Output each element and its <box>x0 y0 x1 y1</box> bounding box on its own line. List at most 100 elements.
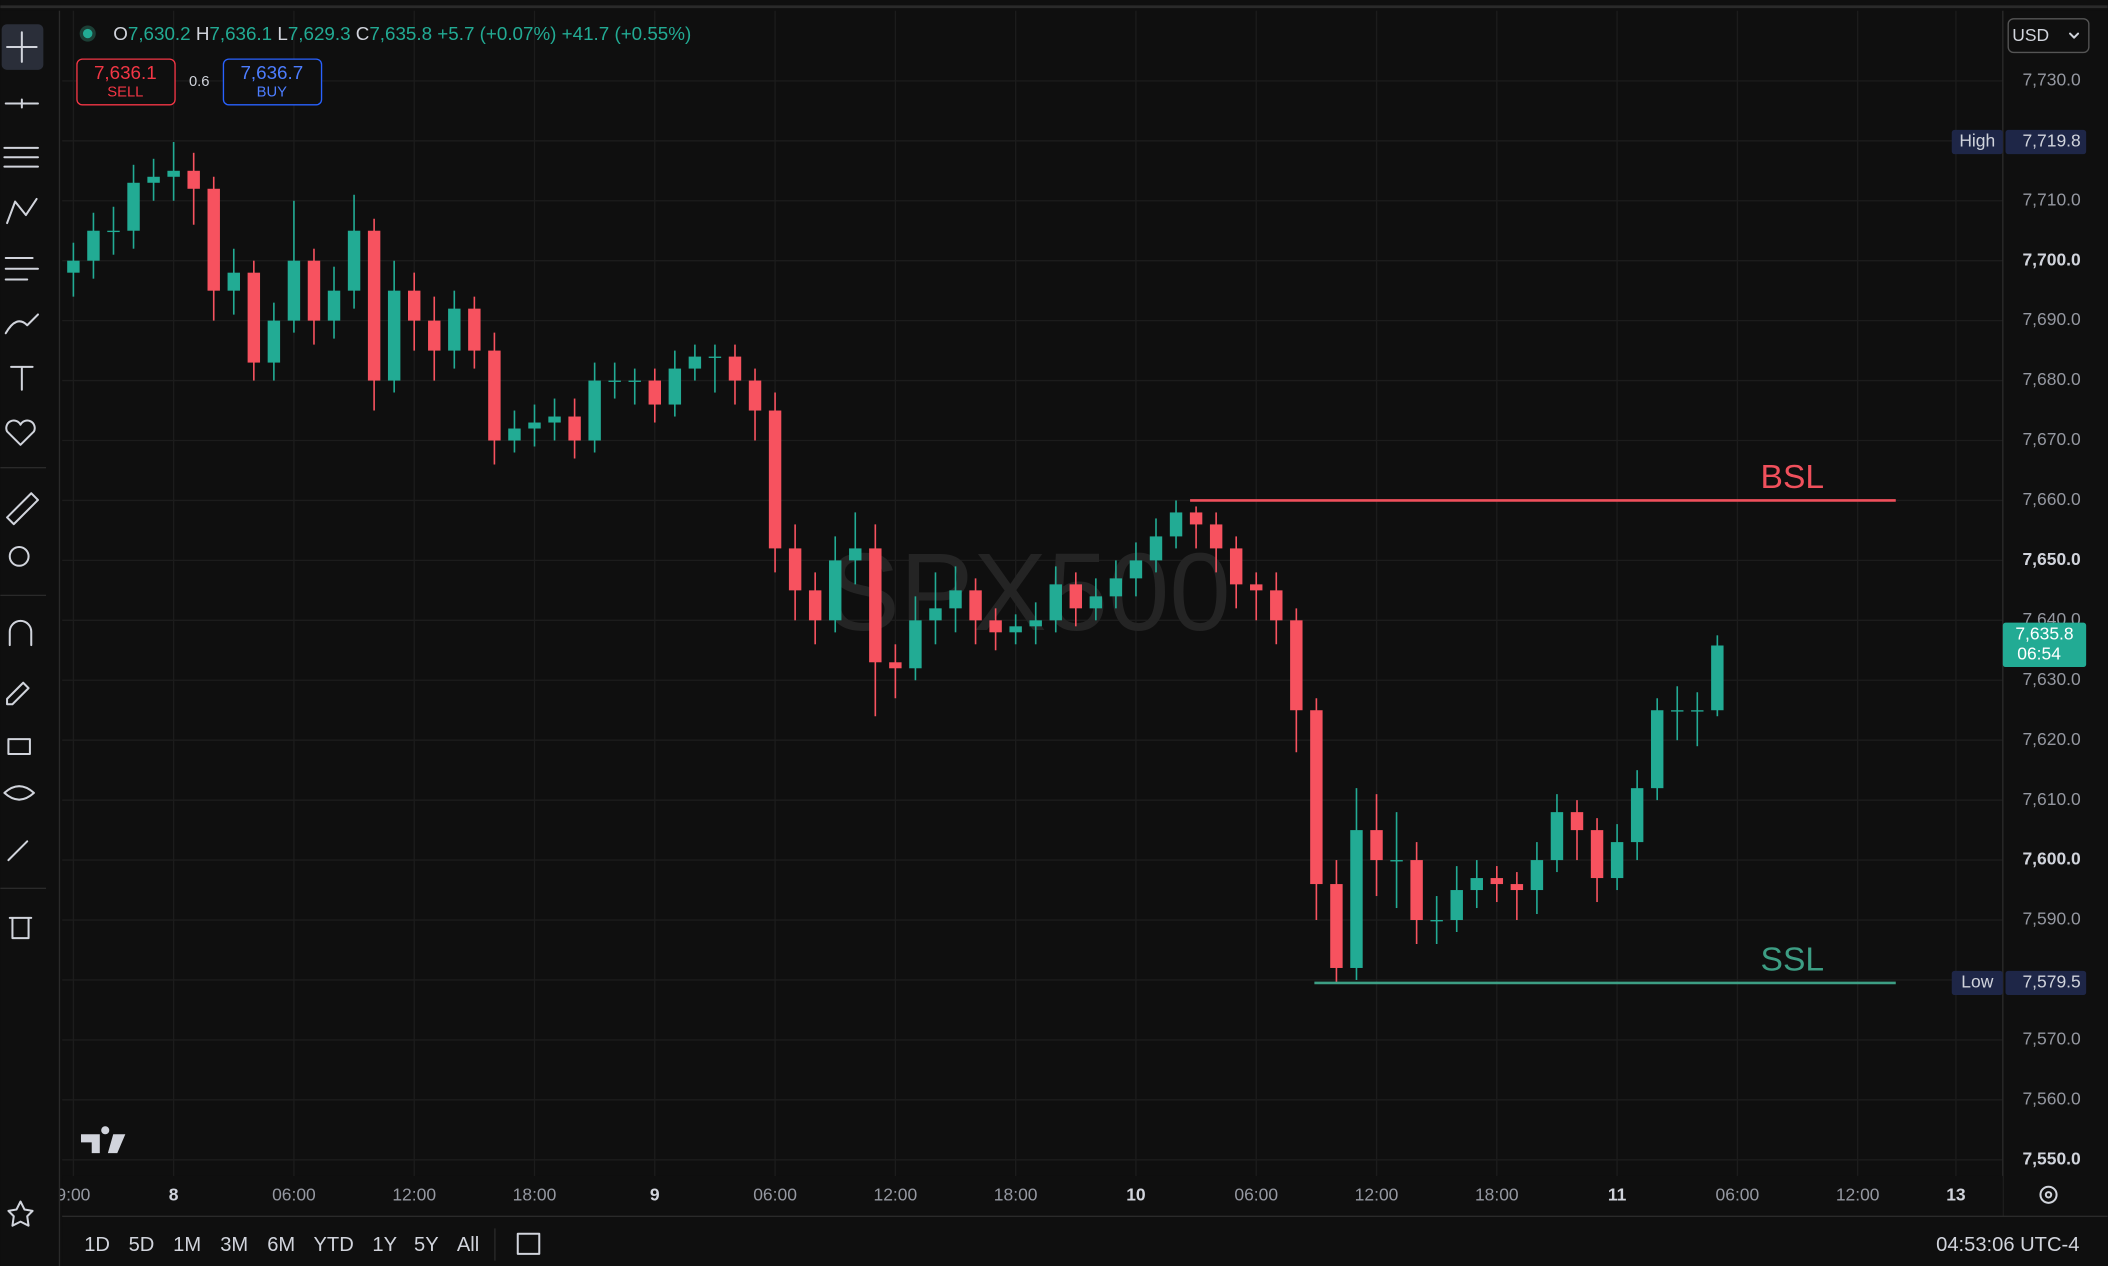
lock-draw-tool[interactable] <box>6 681 30 706</box>
ruler-tool[interactable] <box>6 492 39 526</box>
x-tick-label: 12:00 <box>392 1185 436 1205</box>
candle-body <box>107 230 120 233</box>
x-tick-label: 9 <box>650 1185 660 1205</box>
candle-body <box>247 272 261 363</box>
candle-body <box>588 380 601 441</box>
marker-value: 7,579.5 <box>2022 972 2080 992</box>
buy-box[interactable] <box>222 58 323 106</box>
range-button[interactable]: YTD <box>313 1234 353 1256</box>
candle-body <box>1189 512 1203 525</box>
bottom-bar <box>62 1216 2108 1266</box>
candle-body <box>808 590 822 621</box>
range-button[interactable]: 5D <box>129 1234 155 1256</box>
range-button[interactable]: 1D <box>84 1234 110 1256</box>
line-tool[interactable] <box>4 98 39 109</box>
spread: 0.6 <box>189 74 210 90</box>
ohlc-header: O7,630.2 H7,636.1 L7,629.3 C7,635.8 +5.7… <box>113 23 691 44</box>
pattern-tool[interactable] <box>6 197 38 225</box>
candle-body <box>87 230 100 261</box>
lock-tool[interactable] <box>7 738 31 755</box>
candle-body <box>1410 860 1423 921</box>
range-buttons: 1D 5D 1M 3M 6M YTD 1Y 5Y All <box>84 1234 479 1256</box>
fib-tool[interactable] <box>3 146 39 168</box>
candle-body <box>648 380 662 405</box>
y-tick-label: 7,710.0 <box>2022 189 2081 209</box>
crosshair-icon[interactable] <box>6 31 38 63</box>
plot: BSL SSL <box>67 142 1896 985</box>
range-button[interactable]: 6M <box>267 1234 295 1256</box>
x-tick-label: 13 <box>1946 1185 1966 1205</box>
range-button[interactable]: 5Y <box>414 1234 439 1256</box>
time-axis <box>62 1175 2003 1217</box>
change-total: +41.7 (+0.55%) <box>562 23 692 44</box>
x-tick-label: 8 <box>169 1185 179 1205</box>
candle-body <box>1009 626 1022 633</box>
candle-body <box>287 260 301 321</box>
candle-body <box>1270 590 1283 621</box>
y-tick-label: 7,700.0 <box>2022 249 2080 269</box>
candle-body <box>448 308 461 351</box>
candle-body <box>387 290 401 381</box>
settings-icon[interactable] <box>2039 1185 2058 1204</box>
x-tick-label: 06:00 <box>1716 1185 1760 1205</box>
ohlc-key: H <box>196 23 210 44</box>
candle-body <box>1129 560 1143 579</box>
candle-body <box>147 176 160 183</box>
watchlist-star[interactable] <box>7 1200 34 1227</box>
candle-body <box>1570 812 1584 831</box>
x-tick-label: 18:00 <box>994 1185 1038 1205</box>
x-tick-label: 18:00 <box>513 1185 557 1205</box>
sell-box[interactable] <box>76 58 176 106</box>
candle-body <box>1069 584 1083 609</box>
currency-button[interactable]: USD <box>2007 18 2090 54</box>
magnet-tool[interactable] <box>8 619 33 647</box>
range-button[interactable]: 3M <box>220 1234 248 1256</box>
candle-body <box>1691 710 1704 712</box>
range-button[interactable]: All <box>457 1234 479 1256</box>
trash-tool[interactable] <box>8 916 33 940</box>
candle-body <box>728 356 742 381</box>
candle-body <box>1610 842 1624 879</box>
currency-box[interactable] <box>2007 18 2090 54</box>
candle-body <box>1711 645 1724 711</box>
text-tool[interactable] <box>10 365 34 391</box>
x-tick-label: 06:00 <box>272 1185 316 1205</box>
range-button[interactable]: 1M <box>173 1234 201 1256</box>
last-price-box <box>2002 622 2087 668</box>
candle-body <box>929 608 942 621</box>
zoom-tool[interactable] <box>8 545 30 567</box>
gear-center <box>2044 1191 2053 1199</box>
axes <box>62 10 2108 1217</box>
x-tick-label: 9:00 <box>56 1185 90 1205</box>
y-tick-label: 7,620.0 <box>2022 729 2081 749</box>
candle-body <box>1630 788 1644 843</box>
date-range-icon[interactable] <box>516 1232 541 1255</box>
buy-price: 7,636.7 <box>240 62 303 83</box>
candle-body <box>488 350 501 441</box>
sell-button[interactable]: 7,636.1 SELL <box>76 58 176 106</box>
change: +5.7 (+0.07%) <box>437 23 556 44</box>
candle-body <box>428 320 441 351</box>
y-tick-label: 7,650.0 <box>2022 549 2080 569</box>
candle-body <box>1169 512 1183 537</box>
range-button[interactable]: 1Y <box>372 1234 397 1256</box>
x-tick-label: 12:00 <box>874 1185 918 1205</box>
candle-body <box>347 230 361 291</box>
level-label: BSL <box>1761 459 1824 496</box>
buy-button[interactable]: 7,636.7 BUY <box>222 58 323 106</box>
candle-body <box>187 170 200 189</box>
y-tick-label: 7,560.0 <box>2022 1088 2081 1108</box>
marker-value-box <box>2005 970 2087 996</box>
brush-tool[interactable] <box>4 313 39 335</box>
y-tick-label: 7,590.0 <box>2022 909 2081 929</box>
forecast-tool[interactable] <box>4 257 39 281</box>
candle-body <box>1470 878 1483 891</box>
favorite-tool[interactable] <box>5 419 36 446</box>
candle-body <box>127 182 140 231</box>
candle-body <box>788 548 802 591</box>
candle-body <box>628 380 641 382</box>
hide-tool[interactable] <box>3 785 35 801</box>
ohlc-key: C <box>356 23 370 44</box>
link-tool[interactable] <box>7 840 29 862</box>
